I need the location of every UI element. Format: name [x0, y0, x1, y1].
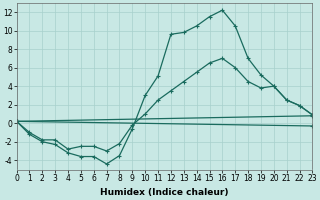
- X-axis label: Humidex (Indice chaleur): Humidex (Indice chaleur): [100, 188, 229, 197]
